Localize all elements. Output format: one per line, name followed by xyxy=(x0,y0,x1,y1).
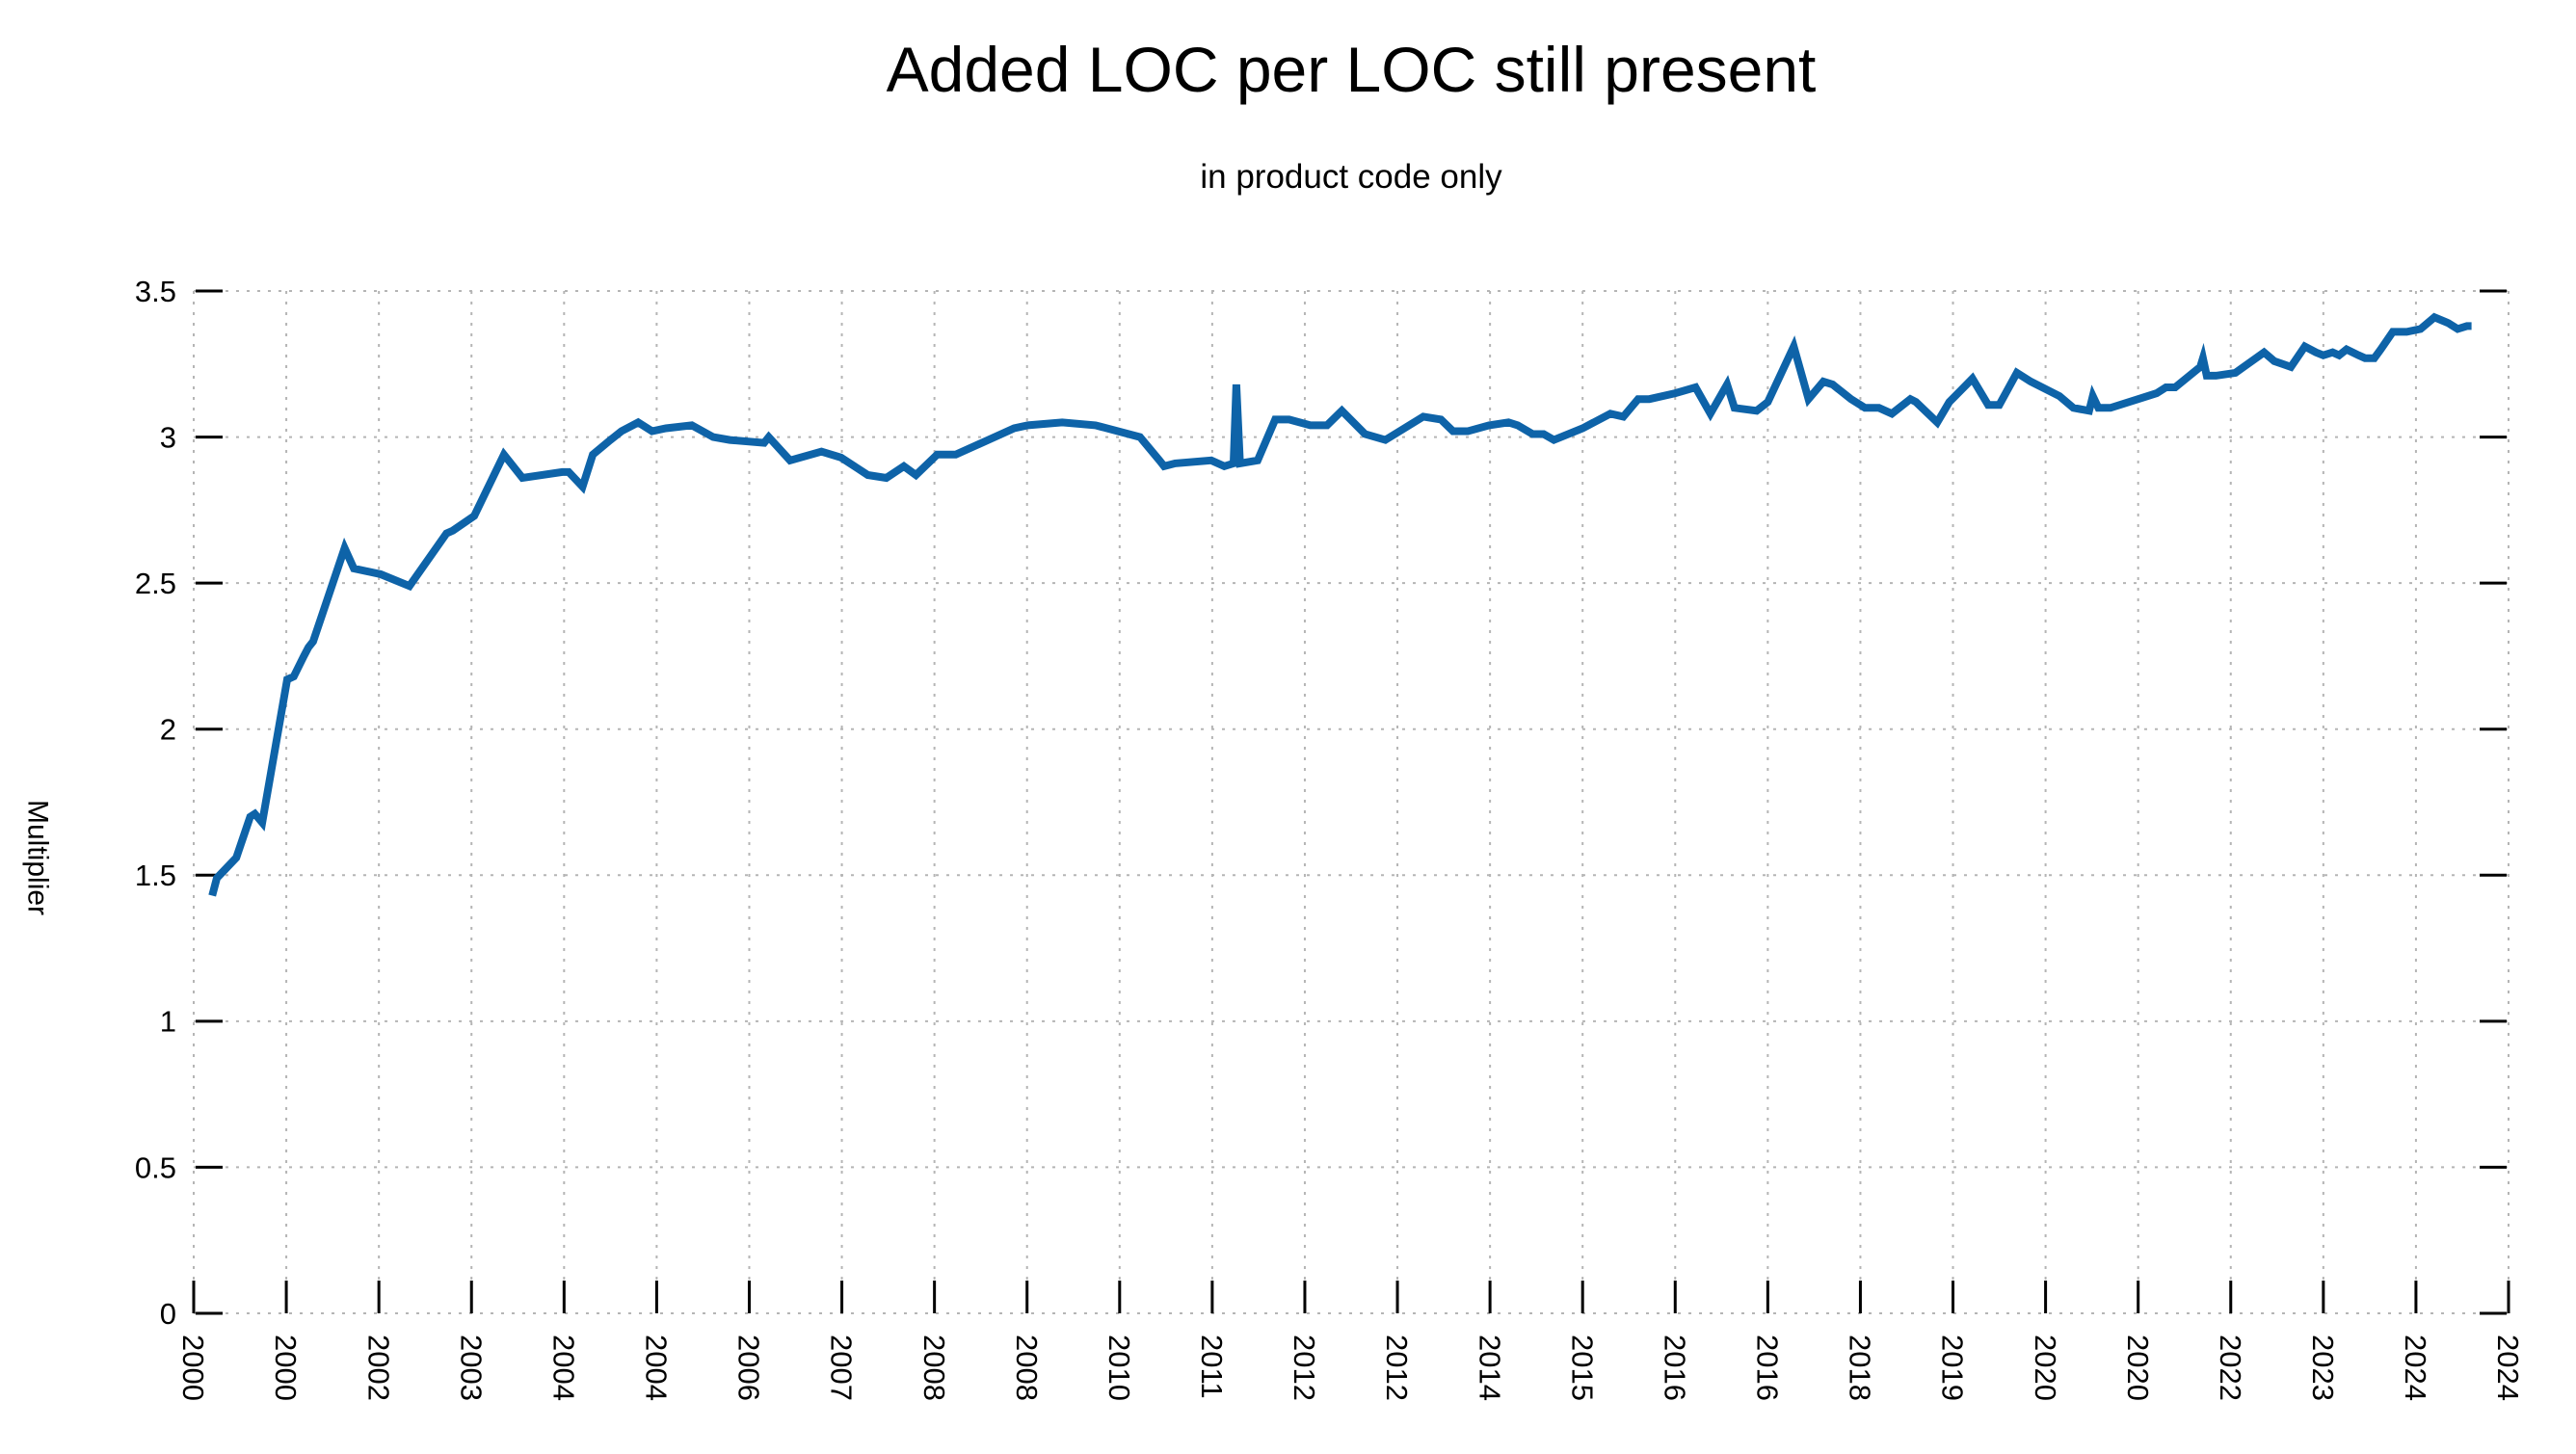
x-tick-label: 2006 xyxy=(732,1335,766,1401)
axis-tick-labels: 0 0.5 1 1.5 2 2.5 3 3.5 2000 2000 2002 2003 2004 2004… xyxy=(135,275,2525,1401)
x-tick-label: 2004 xyxy=(546,1335,580,1401)
data-series xyxy=(208,312,2472,897)
x-tick-label: 2024 xyxy=(2399,1335,2432,1401)
x-tick-label: 2008 xyxy=(1010,1335,1044,1401)
y-tick-label: 2.5 xyxy=(135,567,176,600)
y-tick-label: 3 xyxy=(160,420,176,454)
data-line xyxy=(208,312,2472,897)
x-tick-label: 2000 xyxy=(269,1335,303,1401)
x-tick-label: 2020 xyxy=(2029,1335,2062,1401)
x-tick-label: 2004 xyxy=(640,1335,674,1401)
y-tick-label: 0 xyxy=(160,1297,176,1331)
y-tick-label: 2 xyxy=(160,713,176,747)
x-tick-label: 2012 xyxy=(1380,1335,1414,1401)
x-tick-label: 2015 xyxy=(1565,1335,1599,1401)
x-tick-label: 2008 xyxy=(917,1335,951,1401)
x-tick-label: 2023 xyxy=(2306,1335,2340,1401)
x-tick-label: 2019 xyxy=(1936,1335,1970,1401)
y-tick-label: 3.5 xyxy=(135,275,176,308)
y-tick-label: 1.5 xyxy=(135,859,176,892)
y-axis-title: Multiplier xyxy=(22,800,54,915)
gridlines xyxy=(193,290,2510,1314)
y-tick-label: 0.5 xyxy=(135,1150,176,1184)
y-tick-label: 1 xyxy=(160,1005,176,1039)
x-tick-label: 2010 xyxy=(1102,1335,1136,1401)
x-tick-label: 2018 xyxy=(1844,1335,1877,1401)
x-tick-label: 2020 xyxy=(2121,1335,2155,1401)
chart-subtitle: in product code only xyxy=(1200,158,1502,196)
x-tick-label: 2007 xyxy=(825,1335,859,1401)
x-tick-label: 2002 xyxy=(361,1335,395,1401)
x-tick-label: 2016 xyxy=(1658,1335,1691,1401)
x-tick-label: 2024 xyxy=(2491,1335,2525,1401)
x-tick-label: 2014 xyxy=(1473,1335,1506,1401)
x-tick-label: 2003 xyxy=(454,1335,488,1401)
x-tick-label: 2016 xyxy=(1751,1335,1785,1401)
axis-ticks xyxy=(192,289,2510,1315)
x-tick-label: 2000 xyxy=(176,1335,210,1401)
x-tick-label: 2012 xyxy=(1288,1335,1321,1401)
x-tick-label: 2022 xyxy=(2214,1335,2247,1401)
chart-title: Added LOC per LOC still present xyxy=(887,34,1817,105)
x-tick-label: 2011 xyxy=(1195,1335,1229,1399)
